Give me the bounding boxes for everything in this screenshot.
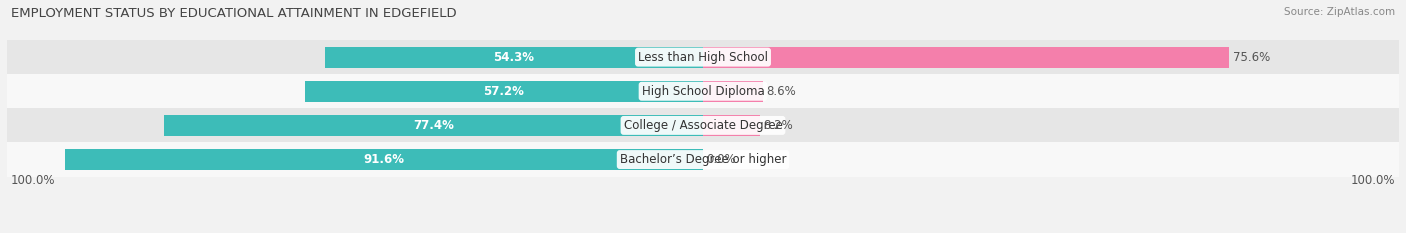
Text: 0.0%: 0.0% <box>706 153 737 166</box>
Text: 8.6%: 8.6% <box>766 85 796 98</box>
Text: 8.2%: 8.2% <box>763 119 793 132</box>
Legend: In Labor Force, Unemployed: In Labor Force, Unemployed <box>596 230 810 233</box>
Bar <box>66 149 703 170</box>
Text: 91.6%: 91.6% <box>364 153 405 166</box>
Text: 57.2%: 57.2% <box>484 85 524 98</box>
Text: 54.3%: 54.3% <box>494 51 534 64</box>
Text: 100.0%: 100.0% <box>10 174 55 187</box>
Text: College / Associate Degree: College / Associate Degree <box>624 119 782 132</box>
Text: EMPLOYMENT STATUS BY EDUCATIONAL ATTAINMENT IN EDGEFIELD: EMPLOYMENT STATUS BY EDUCATIONAL ATTAINM… <box>11 7 457 20</box>
Bar <box>703 81 763 102</box>
Text: High School Diploma: High School Diploma <box>641 85 765 98</box>
Text: Source: ZipAtlas.com: Source: ZipAtlas.com <box>1284 7 1395 17</box>
Bar <box>703 47 1229 68</box>
Text: Less than High School: Less than High School <box>638 51 768 64</box>
Text: 77.4%: 77.4% <box>413 119 454 132</box>
Bar <box>703 115 761 136</box>
Bar <box>325 47 703 68</box>
Bar <box>7 143 1399 177</box>
Bar <box>7 74 1399 108</box>
Bar <box>165 115 703 136</box>
Text: 100.0%: 100.0% <box>1351 174 1396 187</box>
Text: Bachelor’s Degree or higher: Bachelor’s Degree or higher <box>620 153 786 166</box>
Text: 75.6%: 75.6% <box>1233 51 1270 64</box>
Bar <box>305 81 703 102</box>
Bar <box>7 108 1399 143</box>
Bar <box>7 40 1399 74</box>
